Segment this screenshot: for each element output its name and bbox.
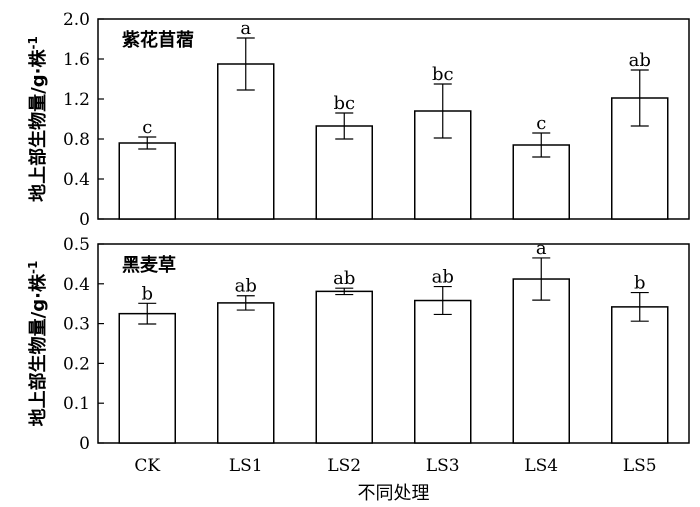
bar-LS1 — [217, 302, 275, 444]
y-tick-label: 0 — [79, 434, 90, 454]
y-tick-label: 0.2 — [63, 354, 90, 374]
bar-LS4 — [512, 278, 570, 444]
y-axis-label-sup: -1 — [26, 36, 40, 49]
y-tick-label: 0.1 — [63, 394, 90, 414]
bar-LS5 — [611, 306, 669, 444]
significance-label: b — [141, 283, 153, 304]
bar-LS2 — [315, 125, 373, 220]
y-axis-label: 地上部生物量/g·株-1 — [26, 36, 49, 202]
significance-label: b — [634, 273, 646, 294]
y-axis-label-text: 地上部生物量/g·株 — [27, 49, 49, 202]
significance-label: a — [240, 18, 251, 39]
significance-label: c — [142, 117, 152, 138]
significance-label: bc — [432, 64, 454, 85]
significance-label: ab — [432, 267, 454, 288]
y-axis-label: 地上部生物量/g·株-1 — [26, 261, 49, 427]
y-tick-label: 0.4 — [63, 170, 90, 190]
panel-2: 00.10.20.30.40.5b ab ab abab黑麦草地上部生物量/g·株-1… — [26, 235, 690, 504]
plot-frame — [97, 18, 690, 220]
panel-1: 00.40.81.21.62.0cabcbccab紫花苜蓿地上部生物量/g·株-… — [26, 10, 690, 230]
y-tick-label: 2.0 — [63, 10, 90, 30]
panel-title: 黑麦草 — [122, 254, 176, 276]
x-tick-label: LS1 — [229, 456, 263, 476]
y-tick-label: 0.4 — [63, 275, 90, 295]
x-tick-label: LS3 — [426, 456, 460, 476]
bar-LS3 — [414, 299, 472, 444]
significance-label: bc — [333, 93, 355, 114]
y-tick-label: 0.5 — [63, 235, 90, 255]
bar-LS2 — [315, 290, 373, 444]
y-tick-label: 0.8 — [63, 130, 90, 150]
x-tick-label: CK — [134, 456, 160, 476]
y-axis-label-text: 地上部生物量/g·株 — [27, 273, 49, 426]
y-tick-label: 1.2 — [63, 90, 90, 110]
x-tick-label: LS4 — [524, 456, 558, 476]
y-tick-label: 0 — [79, 210, 90, 230]
significance-label: a — [536, 238, 547, 259]
panel-title: 紫花苜蓿 — [122, 29, 194, 51]
x-tick-label: LS5 — [623, 456, 657, 476]
x-tick-label: LS2 — [327, 456, 361, 476]
y-tick-label: 0.3 — [63, 315, 90, 335]
plot-frame — [97, 243, 690, 444]
y-tick-label: 1.6 — [63, 50, 90, 70]
significance-label: c — [536, 113, 546, 134]
x-axis-label: 不同处理 — [358, 483, 430, 504]
significance-label: ab — [333, 268, 355, 289]
bar-CK — [118, 142, 176, 220]
significance-label: ab — [235, 276, 257, 297]
bar-CK — [118, 312, 176, 444]
significance-label: ab — [629, 50, 651, 71]
y-axis-label-sup: -1 — [26, 261, 40, 274]
